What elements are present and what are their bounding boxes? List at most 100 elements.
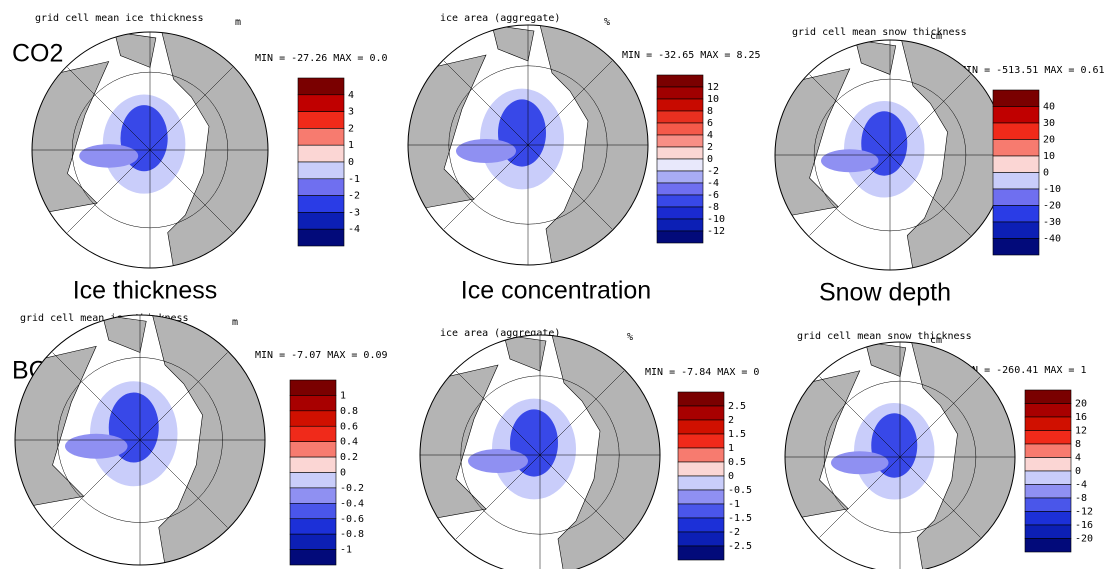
min-max-part: 0.0 [369,53,387,64]
colorbar-label: -6 [707,190,719,201]
min-max: MIN = -7.84 MAX = 0 [645,367,759,378]
min-max-part: 0.61 [1080,65,1104,76]
colorbar-box [657,99,703,111]
colorbar-label: 16 [1075,412,1087,423]
colorbar-label: -0.2 [340,483,364,494]
colorbar-box [290,473,336,488]
min-max-part: -27.26 [291,53,327,64]
colorbar-box [993,239,1039,256]
colorbar-label: 1 [348,140,354,151]
colorbar-label: 10 [707,94,719,105]
colorbar-box [290,488,336,503]
map [785,342,1015,569]
min-max-part: MIN = [255,350,285,361]
min-max-part: MIN = [645,367,675,378]
colorbar-label: -4 [348,224,360,235]
colorbar-box [678,448,724,462]
colorbar-label: -10 [707,214,725,225]
colorbar-box [678,504,724,518]
row-label: CO2 [12,40,63,68]
colorbar-label: 20 [1075,399,1087,410]
colorbar-box [657,135,703,147]
colorbar-box [678,392,724,406]
colorbar-label: 6 [707,118,713,129]
colorbar-label: 30 [1043,118,1055,129]
colorbar-box [678,420,724,434]
min-max-part: MAX = [1044,365,1074,376]
colorbar-label: -40 [1043,234,1061,245]
colorbar-box [1025,444,1071,458]
colorbar-label: 0 [707,154,713,165]
colorbar-label: 8 [707,106,713,117]
colorbar-box [993,107,1039,124]
colorbar-label: 4 [348,90,354,101]
min-max-part: MIN = [622,50,652,61]
colorbar-box [1025,404,1071,418]
colorbar-box [298,95,344,112]
colorbar-label: 1.5 [728,429,746,440]
colorbar-box [678,532,724,546]
colorbar-label: -30 [1043,217,1061,228]
colorbar-box [678,476,724,490]
colorbar-box [993,173,1039,190]
colorbar-label: 0.8 [340,406,358,417]
colorbar-label: -0.4 [340,498,364,509]
min-max-part: MAX = [1044,65,1074,76]
colorbar-box [657,207,703,219]
colorbar-box [993,140,1039,157]
colorbar-box [290,519,336,534]
colorbar-box [657,219,703,231]
colorbar-box [657,87,703,99]
colorbar-label: 4 [1075,453,1081,464]
colorbar-box [993,222,1039,239]
colorbar-box [298,128,344,145]
colorbar-label: 0 [1075,466,1081,477]
colorbar-label: 40 [1043,102,1055,113]
colorbar-box [290,534,336,549]
colorbar-box [298,196,344,213]
ice-anomaly [79,144,138,168]
colorbar-label: 12 [1075,426,1087,437]
colorbar-label: -20 [1075,534,1093,545]
colorbar-box [1025,390,1071,404]
min-max-part: -7.07 [291,350,321,361]
unit: m [235,17,241,28]
colorbar-box [657,183,703,195]
colorbar-label: 0.5 [728,457,746,468]
ice-anomaly [821,149,879,172]
colorbar-box [678,490,724,504]
colorbar-box [657,147,703,159]
unit: m [232,317,238,328]
colorbar-box [678,462,724,476]
map [32,32,268,268]
colorbar-box [993,156,1039,173]
colorbar-label: -1 [728,499,740,510]
colorbar-label: -2.5 [728,541,752,552]
min-max-part: -32.65 [658,50,694,61]
colorbar-box [993,206,1039,223]
min-max-part: MIN = [255,53,285,64]
colorbar-label: 0 [728,471,734,482]
colorbar-box [1025,458,1071,472]
ice-anomaly [468,449,528,473]
unit: % [627,332,633,343]
ice-anomaly [831,451,889,474]
min-max-part: -260.41 [996,365,1038,376]
colorbar-box [298,162,344,179]
colorbar-label: 0 [340,468,346,479]
column-label: Ice thickness [73,277,218,305]
colorbar-label: -10 [1043,184,1061,195]
colorbar-box [1025,539,1071,553]
min-max-part: -7.84 [681,367,711,378]
colorbar-box [298,112,344,129]
colorbar-label: -1.5 [728,513,752,524]
colorbar-label: -4 [707,178,719,189]
min-max: MIN = -32.65 MAX = 8.25 [622,50,761,61]
colorbar-label: 0.2 [340,452,358,463]
min-max-part: MAX = [333,53,363,64]
colorbar-label: 1 [340,390,346,401]
colorbar-label: 20 [1043,135,1055,146]
map [775,40,1005,270]
colorbar-label: 0.4 [340,437,358,448]
colorbar-label: 4 [707,130,713,141]
